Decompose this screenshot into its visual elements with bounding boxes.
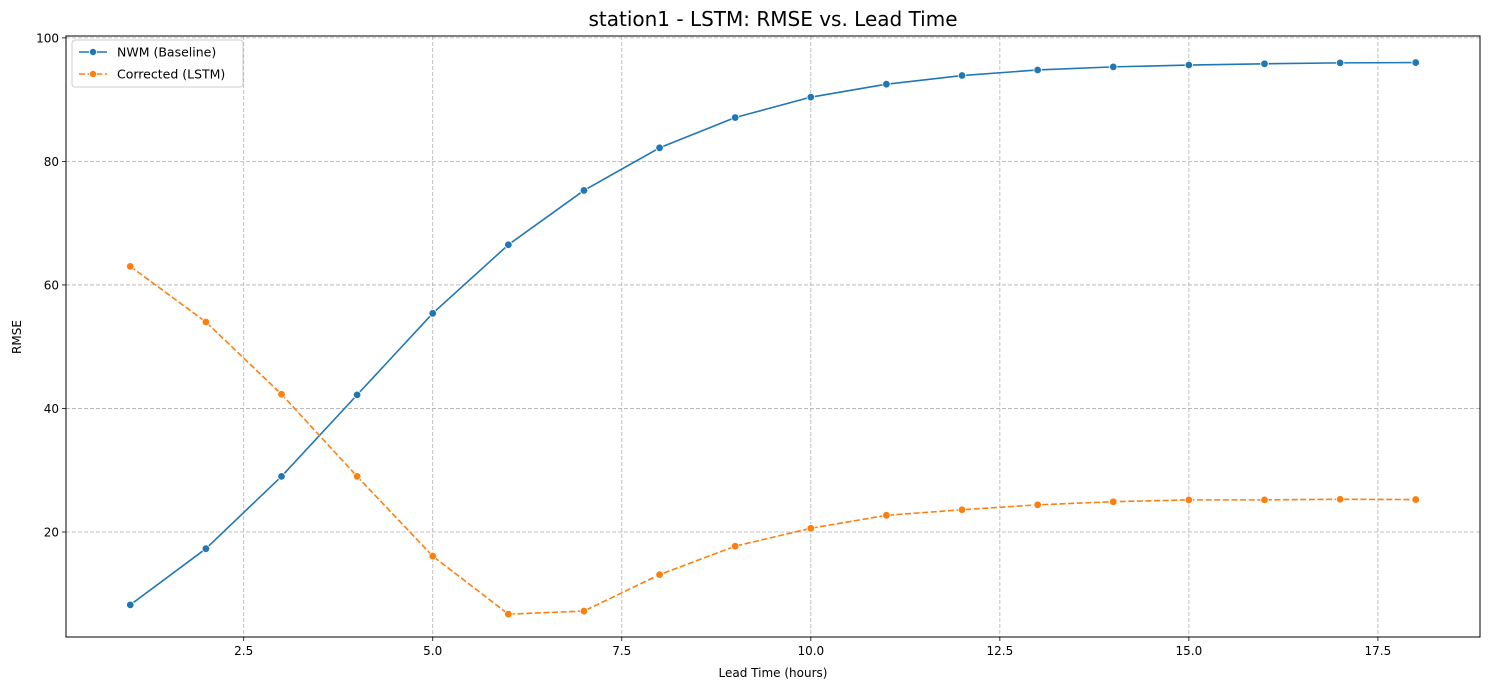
- data-point: [730, 542, 740, 551]
- x-tick-label: 15.0: [1176, 644, 1203, 658]
- y-tick-label: 80: [44, 155, 59, 169]
- legend: NWM (Baseline) Corrected (LSTM): [71, 39, 244, 88]
- data-point: [730, 113, 740, 122]
- data-point: [428, 551, 437, 561]
- y-axis-label: RMSE: [10, 320, 24, 354]
- data-point: [352, 472, 362, 481]
- grid: [66, 36, 1480, 637]
- data-point: [655, 570, 664, 579]
- data-point: [882, 511, 891, 520]
- data-point: [1411, 58, 1420, 67]
- x-tick-label: 12.5: [986, 644, 1013, 658]
- data-point: [1033, 500, 1042, 510]
- series-nwm-baseline: [126, 58, 1420, 610]
- x-tick-label: 17.5: [1365, 644, 1392, 658]
- data-point: [579, 186, 589, 195]
- data-point: [352, 390, 362, 400]
- chart-title: station1 - LSTM: RMSE vs. Lead Time: [588, 7, 957, 31]
- x-tick-label: 10.0: [797, 644, 824, 658]
- series-line: [129, 265, 1416, 615]
- data-point: [1335, 58, 1345, 68]
- data-point: [655, 143, 664, 152]
- y-tick-label: 60: [44, 278, 59, 292]
- data-point: [1260, 495, 1269, 505]
- data-point: [957, 71, 967, 80]
- legend-label: Corrected (LSTM): [117, 67, 225, 82]
- data-point: [504, 240, 513, 249]
- legend-swatch-marker: [89, 70, 98, 79]
- data-point: [201, 317, 211, 327]
- legend-label: NWM (Baseline): [117, 45, 216, 60]
- data-point: [201, 544, 211, 553]
- data-point: [1335, 495, 1345, 504]
- data-point: [1411, 495, 1420, 504]
- data-point: [806, 524, 816, 533]
- x-tick-label: 2.5: [234, 644, 253, 658]
- data-point: [1033, 65, 1042, 75]
- y-tick-label: 40: [44, 402, 59, 416]
- data-point: [882, 79, 891, 89]
- data-point: [1109, 497, 1118, 506]
- legend-swatch-marker: [89, 48, 98, 57]
- x-axis: 2.5 5.0 7.5 10.0 12.5 15.0 17.5: [234, 637, 1391, 658]
- data-point: [126, 600, 135, 610]
- data-point: [1109, 62, 1118, 72]
- series-line: [129, 61, 1416, 606]
- data-point: [957, 505, 967, 514]
- y-axis: 20 40 60 80 100: [36, 31, 66, 539]
- y-tick-label: 20: [44, 525, 59, 539]
- data-point: [504, 609, 513, 619]
- series-corrected-lstm: [126, 262, 1420, 619]
- data-point: [579, 606, 589, 616]
- x-tick-label: 7.5: [612, 644, 631, 658]
- data-point: [806, 92, 816, 102]
- series-layer: [126, 58, 1420, 619]
- data-point: [1184, 495, 1194, 505]
- legend-entry-lstm: Corrected (LSTM): [79, 67, 225, 82]
- legend-box: [71, 39, 244, 88]
- data-point: [1184, 60, 1194, 70]
- y-tick-label: 100: [36, 31, 59, 45]
- legend-entry-nwm: NWM (Baseline): [79, 45, 216, 60]
- data-point: [428, 309, 437, 318]
- data-point: [277, 390, 286, 399]
- x-axis-label: Lead Time (hours): [719, 666, 828, 680]
- data-point: [126, 262, 135, 271]
- x-tick-label: 5.0: [423, 644, 442, 658]
- data-point: [277, 472, 286, 481]
- plot-frame: [65, 35, 1481, 638]
- data-point: [1260, 59, 1269, 68]
